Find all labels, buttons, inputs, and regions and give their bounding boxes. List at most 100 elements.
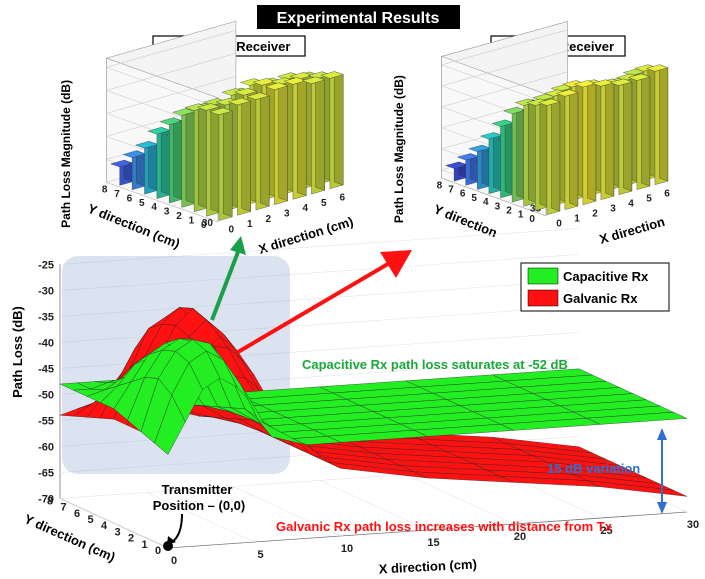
transmitter-pointer xyxy=(163,514,182,551)
y-tick-label: 6 xyxy=(127,193,133,204)
variation-marker xyxy=(657,428,667,514)
chart-legend: Capacitive Rx Galvanic Rx xyxy=(521,263,669,311)
x-axis-label: X direction (cm) xyxy=(257,214,355,257)
surface-y-tick-label: 2 xyxy=(128,533,134,545)
y-tick-label: 3 xyxy=(164,207,170,218)
transmitter-label-line2: Position – (0,0) xyxy=(153,498,245,513)
surface-y-axis-label: Y direction (cm) xyxy=(22,511,118,565)
surface-y-tick-label: 4 xyxy=(101,520,108,532)
x-tick-label: 5 xyxy=(321,198,327,209)
capacitive-annotation: Capacitive Rx path loss saturates at -52… xyxy=(302,357,568,372)
surface-capacitive-rx xyxy=(60,339,687,455)
surface-y-tick-label: 7 xyxy=(60,502,66,514)
y-tick-label: 1 xyxy=(189,215,195,226)
surface-z-tick-label: -30 xyxy=(38,285,54,297)
legend-label-capacitive: Capacitive Rx xyxy=(563,269,649,284)
bar-side-face xyxy=(588,81,596,202)
y-tick-label: 5 xyxy=(139,198,145,209)
x-tick-label: 2 xyxy=(265,214,271,225)
bar-side-face xyxy=(211,104,220,213)
surface-y-tick-label: 5 xyxy=(87,514,93,526)
x-tick-label: 3 xyxy=(284,208,290,219)
surface-x-tick-label: 5 xyxy=(257,549,263,561)
surface-x-axis-label: X direction (cm) xyxy=(378,556,477,576)
bar-side-face xyxy=(660,65,668,181)
x-tick-label: 6 xyxy=(339,193,345,204)
legend-swatch-capacitive xyxy=(528,268,558,284)
galvanic-annotation: Galvanic Rx path loss increases with dis… xyxy=(276,519,613,534)
surface-y-tick-label: 8 xyxy=(47,495,53,507)
y-tick-label: 3 xyxy=(495,201,501,212)
legend-label-galvanic: Galvanic Rx xyxy=(563,291,638,306)
variation-annotation: 15 dB variation xyxy=(547,461,640,476)
bar-side-face xyxy=(642,74,650,186)
bar-side-face xyxy=(316,77,325,191)
y-tick-label: 1 xyxy=(518,210,524,221)
transmitter-label-line1: Transmitter xyxy=(162,482,233,497)
y-tick-label: 6 xyxy=(460,189,466,200)
galvanic-bar-chart: 3540455055600123456012345678X directionY… xyxy=(392,21,670,246)
y-tick-label: 7 xyxy=(114,189,120,200)
surface-y-tick-label: 0 xyxy=(155,545,161,557)
transmitter-dot xyxy=(163,541,173,551)
x-tick-label: 6 xyxy=(664,189,670,200)
surface-x-tick-label: 15 xyxy=(427,537,439,549)
x-tick-label: 2 xyxy=(592,209,598,220)
x-tick-label: 0 xyxy=(556,219,562,230)
x-tick-label: 4 xyxy=(302,203,308,214)
bar-side-face xyxy=(186,109,195,204)
bar-side-face xyxy=(174,118,183,199)
surface-z-tick-label: -55 xyxy=(38,415,54,427)
surface-z-axis-label: Path Loss (dB) xyxy=(10,306,25,398)
bar-side-face xyxy=(606,80,614,196)
z-axis-label: Path Loss Magnitude (dB) xyxy=(59,80,73,228)
bar-side-face xyxy=(552,99,560,211)
surface-z-tick-label: -60 xyxy=(38,441,54,453)
surface-z-tick-label: -40 xyxy=(38,337,54,349)
surface-z-tick-label: -65 xyxy=(38,467,54,479)
surface-z-tick-label: -25 xyxy=(38,259,54,271)
surface-z-tick-label: -50 xyxy=(38,389,54,401)
y-tick-label: 0 xyxy=(529,214,535,225)
x-tick-label: 4 xyxy=(628,199,634,210)
legend-swatch-galvanic xyxy=(528,290,558,306)
surface-z-tick-label: -35 xyxy=(38,311,54,323)
bar-side-face xyxy=(242,98,251,212)
x-tick-label: 0 xyxy=(228,224,234,235)
page-title: Experimental Results xyxy=(277,10,440,27)
surface-x-tick-label: 0 xyxy=(171,555,177,567)
bar-side-face xyxy=(161,127,170,195)
x-tick-label: 3 xyxy=(610,204,616,215)
surface-x-tick-label: 10 xyxy=(341,543,353,555)
x-tick-label: 1 xyxy=(574,214,580,225)
bar-side-face xyxy=(198,104,207,208)
y-tick-label: 7 xyxy=(448,185,454,196)
x-axis-label: X direction xyxy=(598,214,667,247)
bar-side-face xyxy=(260,93,269,207)
bar-side-face xyxy=(570,90,578,206)
y-tick-label: 5 xyxy=(471,193,477,204)
x-tick-label: 5 xyxy=(646,194,652,205)
bar-side-face xyxy=(334,72,343,186)
y-tick-label: 4 xyxy=(483,197,489,208)
capacitive-bar-chart: 3035404550550123456012345678X direction … xyxy=(59,21,355,257)
surface-y-tick-label: 6 xyxy=(74,508,80,520)
y-tick-label: 2 xyxy=(176,211,182,222)
bar-side-face xyxy=(223,108,232,217)
surface-z-tick-label: -45 xyxy=(38,363,54,375)
y-tick-label: 2 xyxy=(506,206,512,217)
surface-y-tick-label: 3 xyxy=(114,526,120,538)
surface-y-tick-label: 1 xyxy=(141,539,147,551)
y-tick-label: 8 xyxy=(102,185,108,196)
bar-side-face xyxy=(624,79,632,191)
x-tick-label: 1 xyxy=(247,219,253,230)
surface-x-gridline xyxy=(406,474,514,524)
y-tick-label: 4 xyxy=(151,202,157,213)
surface-x-tick-label: 30 xyxy=(687,519,699,531)
y-tick-label: 0 xyxy=(201,220,207,231)
z-axis-label: Path Loss Magnitude (dB) xyxy=(392,75,406,223)
y-tick-label: 8 xyxy=(437,180,443,191)
bar-side-face xyxy=(297,78,306,196)
bar-side-face xyxy=(279,83,288,201)
